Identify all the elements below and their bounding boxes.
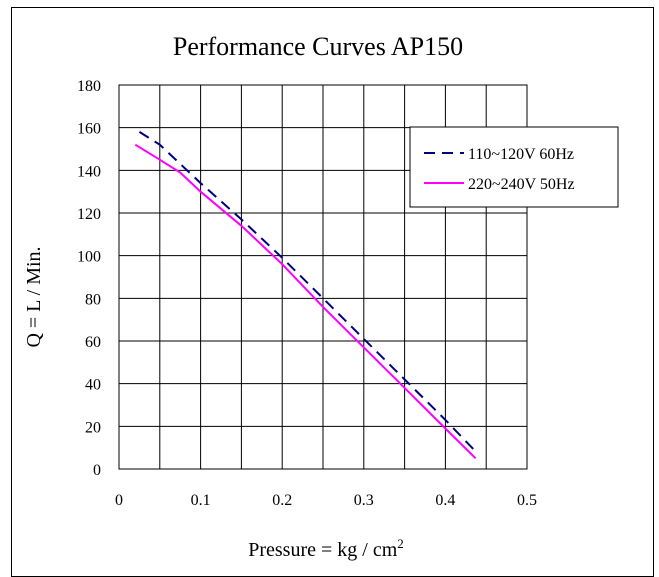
y-axis-label: Q = L / Min. (23, 246, 45, 347)
chart-frame (11, 7, 654, 577)
y-tick-label: 80 (85, 291, 101, 308)
x-tick-label: 0.1 (191, 492, 211, 509)
y-tick-label: 140 (77, 163, 101, 180)
legend-label-2: 220~240V 50Hz (468, 176, 575, 193)
plot-area (118, 84, 528, 470)
legend-box (409, 126, 619, 208)
x-axis-label-superscript: 2 (397, 536, 404, 551)
y-tick-label: 40 (85, 377, 101, 394)
y-tick-label: 180 (77, 78, 101, 95)
legend-label-1: 110~120V 60Hz (468, 146, 574, 163)
y-tick-label: 60 (85, 334, 101, 351)
x-tick-label: 0.3 (354, 492, 374, 509)
x-axis-label: Pressure = kg / cm2 (248, 536, 404, 561)
y-tick-label: 20 (85, 419, 101, 436)
x-tick-label: 0.2 (272, 492, 292, 509)
x-axis-ticks: 0 0.1 0.2 0.3 0.4 0.5 (115, 492, 537, 509)
y-tick-label: 160 (77, 121, 101, 138)
y-tick-label: 100 (77, 249, 101, 266)
series-line-1 (138, 131, 475, 451)
chart-title: Performance Curves AP150 (173, 32, 463, 61)
x-axis-label-main: Pressure = kg / cm (248, 539, 397, 561)
series-line-2 (134, 143, 477, 460)
series-group (134, 131, 477, 460)
legend: 110~120V 60Hz 220~240V 50Hz (409, 126, 619, 208)
y-tick-label: 0 (93, 462, 101, 479)
x-tick-label: 0 (115, 492, 123, 509)
x-tick-label: 0.5 (517, 492, 537, 509)
y-axis-ticks: 0 20 40 60 80 100 120 140 160 180 (77, 78, 101, 479)
x-tick-label: 0.4 (435, 492, 455, 509)
y-tick-label: 120 (77, 206, 101, 223)
